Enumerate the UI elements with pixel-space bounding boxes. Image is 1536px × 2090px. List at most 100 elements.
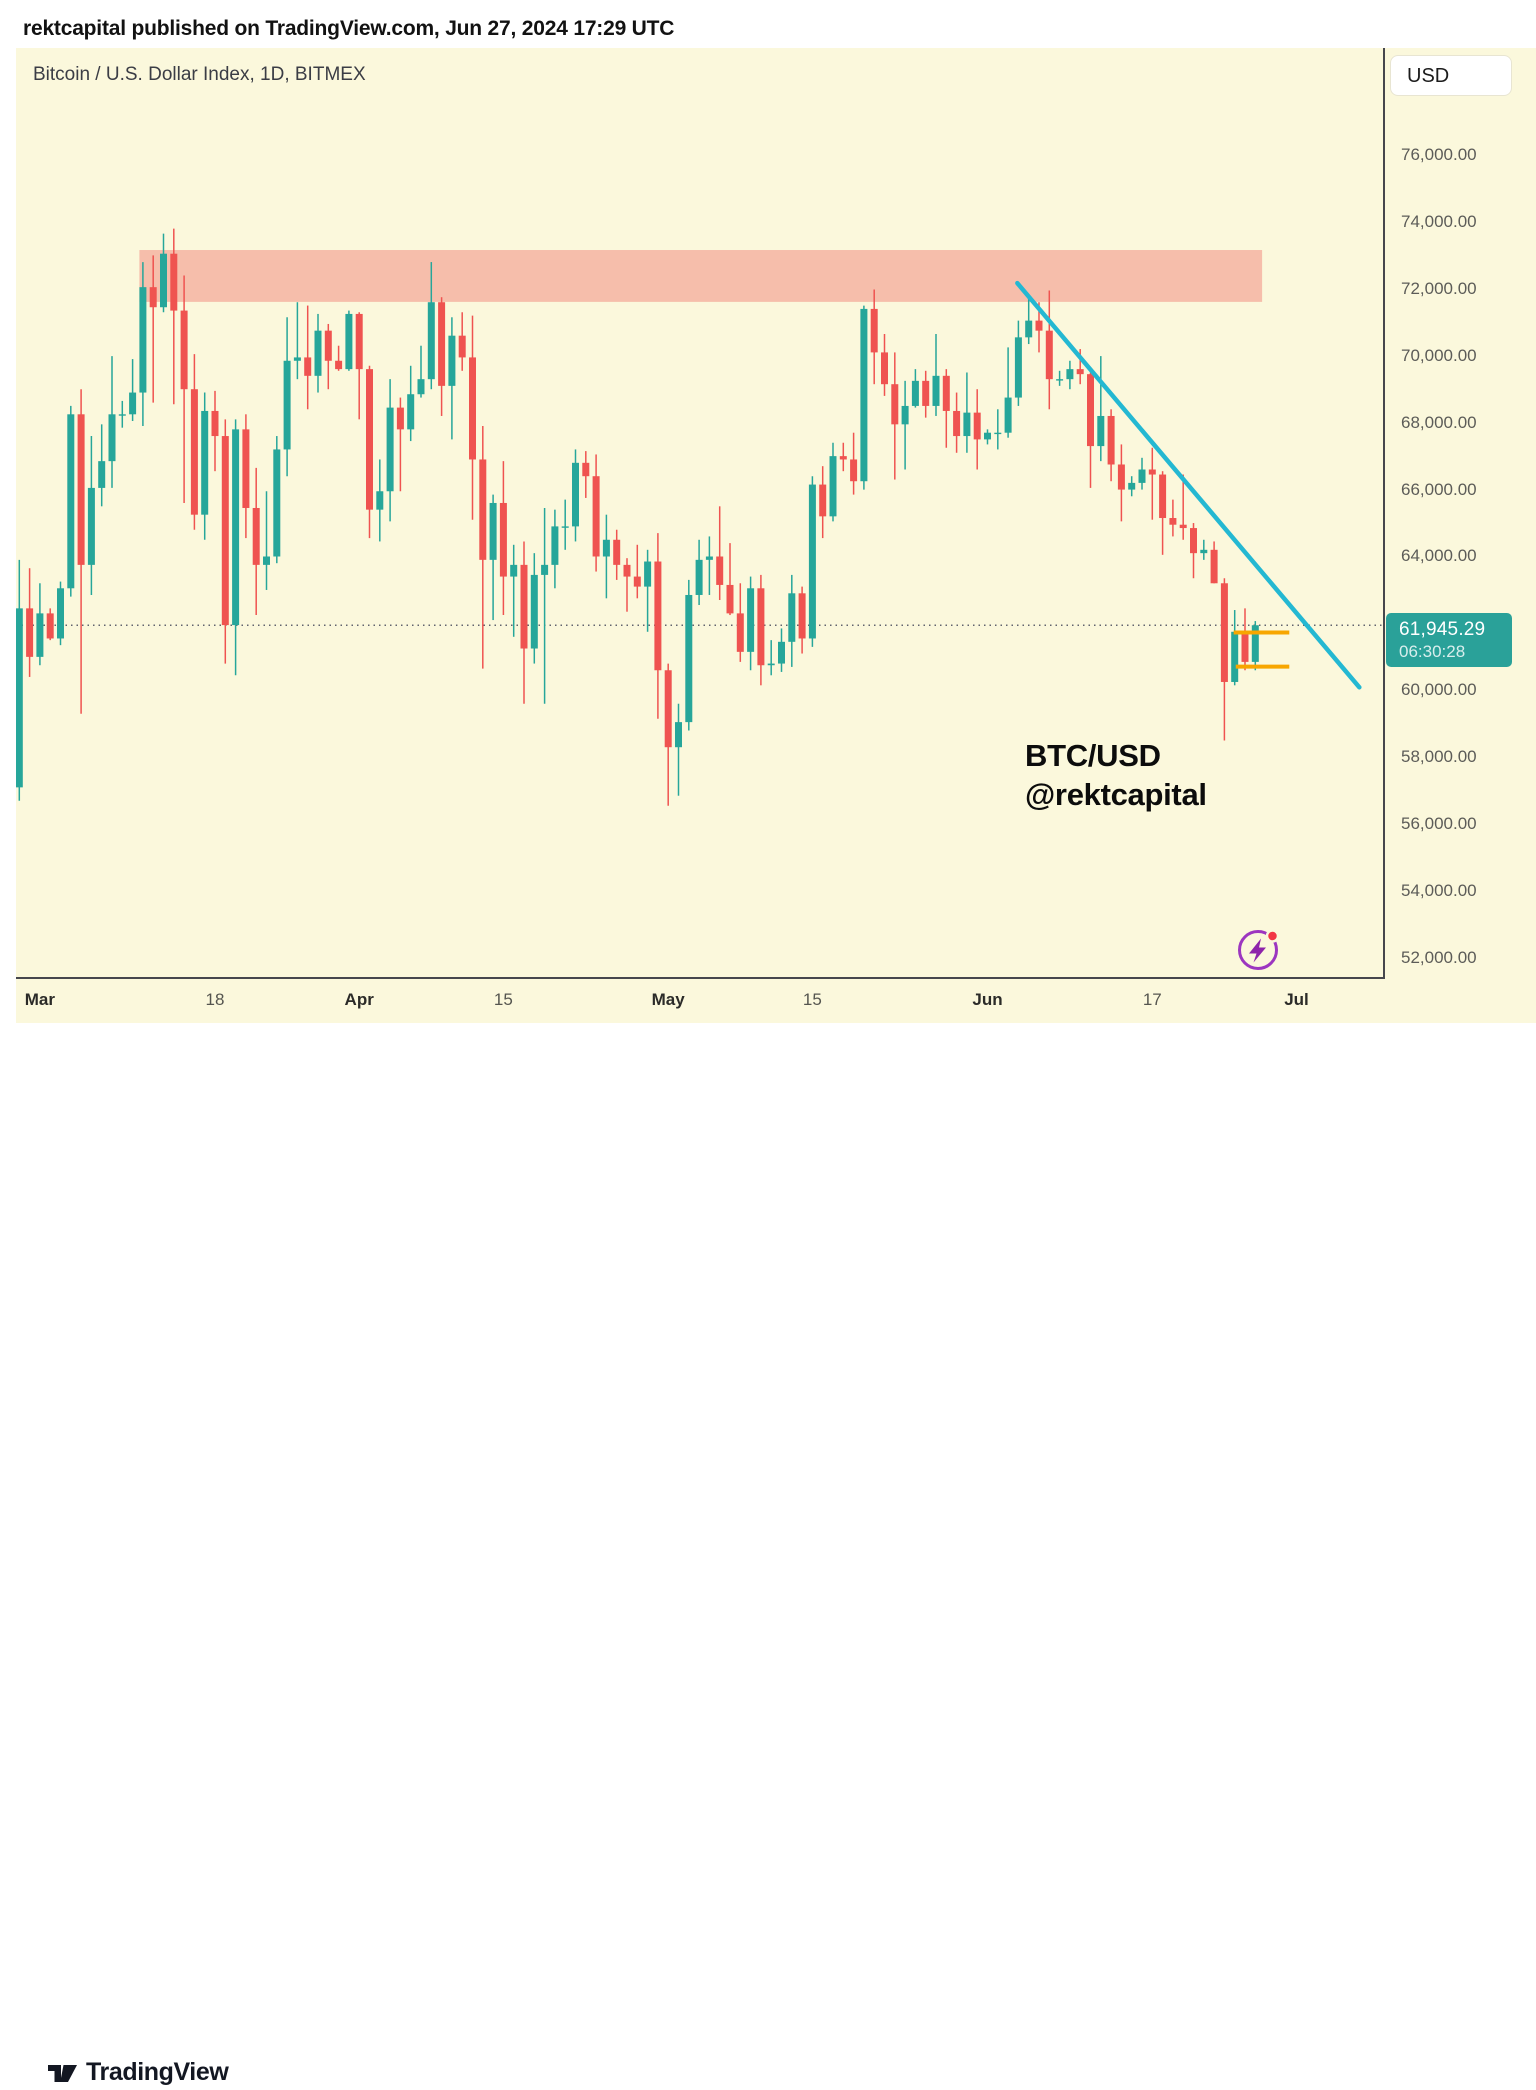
- candle-body: [499, 502, 507, 577]
- price-tick-label: 68,000.00: [1401, 412, 1477, 432]
- candle-body: [263, 556, 270, 565]
- candle-body: [572, 462, 579, 527]
- icon-ring: [1238, 930, 1278, 970]
- candle-body: [798, 593, 806, 639]
- candle-body: [881, 352, 888, 385]
- candle-body: [592, 476, 600, 557]
- candle-body: [1138, 469, 1146, 483]
- candle-body: [664, 670, 672, 748]
- price-tick-label: 54,000.00: [1401, 881, 1477, 901]
- candle-body: [438, 302, 446, 386]
- candlestick-chart: [16, 228, 1383, 806]
- tradingview-logo-icon[interactable]: [46, 2056, 80, 2090]
- candle-body: [767, 663, 775, 666]
- candle-body: [1087, 374, 1094, 447]
- price-tick-label: 76,000.00: [1401, 145, 1477, 164]
- candle-body: [396, 407, 404, 430]
- currency-usd-button[interactable]: USD: [1390, 55, 1512, 96]
- time-tick-label: May: [651, 990, 685, 1009]
- candle-body: [46, 613, 54, 639]
- notification-dot: [1265, 929, 1280, 943]
- candle-body: [170, 253, 178, 311]
- chart-annotation: BTC/USD @rektcapital: [1025, 736, 1207, 814]
- candle-body: [242, 429, 250, 508]
- candle-body: [1045, 330, 1053, 380]
- candle-body: [829, 456, 837, 517]
- candle-body: [335, 360, 343, 370]
- candle-body: [252, 507, 260, 565]
- candle-body: [932, 375, 940, 406]
- ideas-stream-icon[interactable]: [1234, 926, 1282, 974]
- price-tick-label: 52,000.00: [1401, 947, 1477, 967]
- candle-body: [1148, 469, 1156, 475]
- candle-body: [355, 313, 363, 370]
- candle-body: [366, 369, 373, 510]
- candle-body: [1097, 415, 1105, 447]
- candle-body: [324, 330, 332, 361]
- candle-body: [1128, 482, 1136, 490]
- candle-body: [16, 608, 23, 788]
- candle-body: [911, 380, 919, 406]
- chart-plot-area[interactable]: BTC/USD @rektcapital: [16, 48, 1385, 979]
- time-tick-label: 15: [493, 990, 513, 1009]
- candle-body: [469, 357, 476, 460]
- time-tick-label: 15: [802, 990, 822, 1009]
- candle-body: [953, 410, 961, 437]
- tradingview-wordmark[interactable]: TradingView: [86, 2058, 229, 2086]
- candle-body: [77, 414, 85, 565]
- candle-body: [283, 360, 291, 450]
- candle-body: [108, 414, 116, 462]
- candle-body: [1241, 631, 1249, 662]
- price-tick-label: 60,000.00: [1401, 680, 1477, 700]
- resistance-zone[interactable]: [139, 250, 1263, 302]
- candle-body: [36, 613, 44, 657]
- candle-body: [417, 379, 425, 395]
- candle-body: [1107, 415, 1115, 465]
- time-tick-label: Apr: [344, 990, 374, 1009]
- symbol-title: Bitcoin / U.S. Dollar Index, 1D, BITMEX: [33, 64, 366, 85]
- candle-body: [293, 357, 301, 361]
- footer-bar: TradingView: [0, 1023, 1536, 2086]
- candle-body: [757, 588, 765, 666]
- candle-body: [633, 576, 641, 587]
- candle-body: [458, 335, 466, 358]
- candle-body: [891, 384, 899, 425]
- candle-body: [376, 491, 384, 510]
- candle-body: [716, 556, 724, 585]
- candle-body: [778, 641, 785, 664]
- candle-body: [994, 432, 1002, 435]
- price-tick-label: 70,000.00: [1401, 345, 1477, 365]
- candle-body: [160, 253, 167, 308]
- candle-body: [942, 375, 950, 411]
- logo-shape-seven: [61, 2065, 77, 2082]
- candle-body: [839, 456, 847, 460]
- candle-body: [602, 539, 610, 557]
- price-tick-label: 64,000.00: [1401, 546, 1477, 566]
- candle-body: [386, 407, 394, 492]
- candle-body: [211, 410, 219, 437]
- attribution-text: rektcapital published on TradingView.com…: [23, 17, 675, 40]
- downtrend-line[interactable]: [1015, 280, 1362, 690]
- candle-body: [685, 594, 693, 723]
- candle-body: [180, 310, 188, 390]
- candle-body: [850, 459, 858, 482]
- candle-body: [1004, 397, 1012, 433]
- candle-body: [520, 564, 528, 649]
- candle-body: [561, 526, 569, 528]
- candle-body: [1251, 625, 1259, 662]
- annotation-line-symbol: BTC/USD: [1025, 738, 1161, 773]
- time-tick-label: 17: [1142, 990, 1162, 1009]
- price-tick-label: 72,000.00: [1401, 278, 1477, 298]
- candle-body: [1056, 379, 1064, 381]
- attribution-bar: rektcapital published on TradingView.com…: [0, 0, 1536, 48]
- time-axis[interactable]: Mar 18 Apr 15 May 15 Jun 17 Jul: [16, 979, 1383, 1023]
- candle-body: [26, 608, 34, 657]
- candle-body: [1066, 369, 1074, 380]
- price-axis[interactable]: USD 76,000.00 74,000.00 72,000.00 70,000.00…: [1385, 48, 1536, 977]
- candle-body: [1076, 369, 1084, 375]
- candle-body: [1035, 320, 1043, 331]
- candle-body: [139, 287, 147, 393]
- candle-body: [1231, 631, 1239, 682]
- time-tick-label: Mar: [24, 990, 56, 1009]
- candle-body: [1025, 320, 1033, 338]
